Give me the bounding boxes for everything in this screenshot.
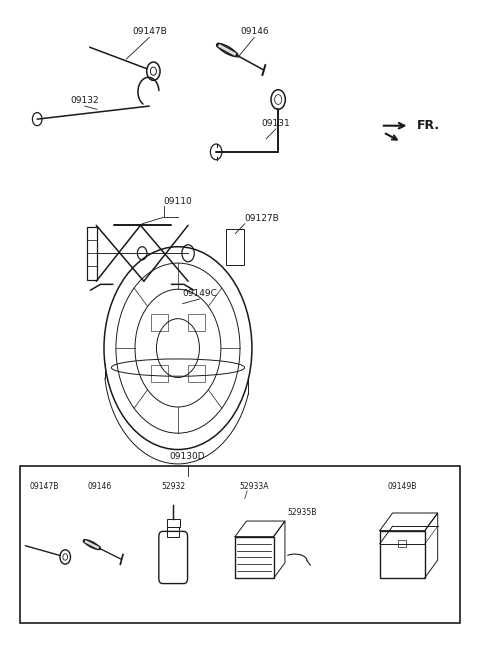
Bar	[226, 229, 244, 265]
Bar	[87, 227, 97, 280]
Text: 09146: 09146	[240, 27, 269, 36]
Text: 52932: 52932	[161, 482, 185, 491]
Text: 09130D: 09130D	[170, 452, 205, 461]
Bar	[398, 540, 406, 547]
Text: FR.: FR.	[417, 119, 440, 132]
Bar	[235, 537, 274, 578]
Text: 09149C: 09149C	[182, 289, 217, 298]
Text: 09149B: 09149B	[387, 482, 417, 491]
Bar	[167, 519, 180, 527]
Circle shape	[137, 247, 147, 260]
Text: 52935B: 52935B	[288, 508, 317, 517]
Text: 09127B: 09127B	[245, 214, 279, 223]
Bar	[168, 527, 179, 537]
Bar	[151, 365, 168, 382]
Text: 09147B: 09147B	[132, 27, 167, 36]
Text: 09147B: 09147B	[30, 482, 59, 491]
Text: 09131: 09131	[262, 119, 290, 127]
Bar	[380, 531, 425, 578]
Bar	[188, 314, 204, 331]
Text: 09110: 09110	[164, 197, 192, 206]
Bar	[151, 314, 168, 331]
Text: 09146: 09146	[87, 482, 111, 491]
Bar	[21, 466, 459, 623]
Text: 52933A: 52933A	[240, 482, 269, 491]
Text: 09132: 09132	[71, 96, 99, 105]
Bar	[188, 365, 204, 382]
